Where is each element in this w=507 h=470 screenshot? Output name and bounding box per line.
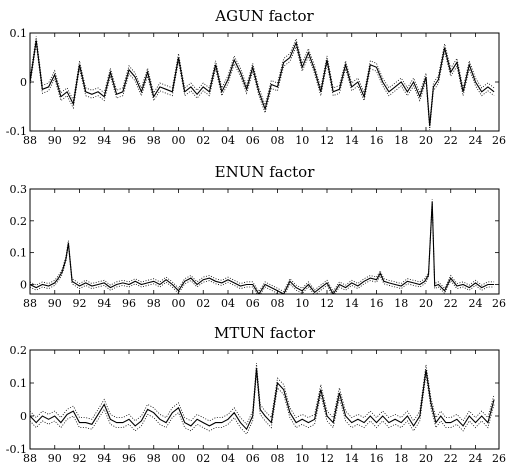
- x-tick-label: 96: [122, 134, 136, 147]
- lower-band-line: [30, 204, 495, 294]
- plot-frame: [29, 349, 500, 450]
- x-tick-label: 22: [444, 297, 458, 310]
- x-tick-label: 92: [72, 134, 86, 147]
- x-tick-label: 20: [419, 297, 433, 310]
- x-tick-label: 16: [369, 134, 383, 147]
- x-tick-label: 12: [320, 452, 334, 465]
- upper-band-line: [30, 363, 495, 426]
- x-tick-label: 22: [444, 134, 458, 147]
- x-tick-label: 94: [97, 297, 111, 310]
- x-tick-label: 96: [122, 297, 136, 310]
- x-tick-label: 90: [48, 134, 62, 147]
- plot-frame: [29, 188, 500, 295]
- x-tick-label: 00: [171, 297, 185, 310]
- x-tick-label: 16: [369, 452, 383, 465]
- x-tick-label: 08: [270, 134, 284, 147]
- x-tick-label: 02: [196, 452, 210, 465]
- x-tick-label: 26: [492, 297, 506, 310]
- y-tick-label: 0.1: [10, 377, 28, 390]
- x-tick-label: 04: [221, 452, 235, 465]
- upper-band-line: [30, 199, 495, 293]
- series-line: [30, 40, 495, 127]
- x-tick-label: 88: [23, 297, 37, 310]
- x-tick-label: 18: [394, 134, 408, 147]
- x-tick-label: 20: [419, 134, 433, 147]
- x-tick-label: 02: [196, 297, 210, 310]
- chart-title: ENUN factor: [215, 163, 316, 181]
- x-tick-label: 88: [23, 134, 37, 147]
- x-tick-label: 96: [122, 452, 136, 465]
- x-tick-label: 06: [246, 452, 260, 465]
- lower-band-line: [30, 44, 495, 131]
- y-tick-label: 0.2: [10, 215, 28, 228]
- x-tick-label: 12: [320, 134, 334, 147]
- x-tick-label: 98: [147, 452, 161, 465]
- x-tick-label: 90: [48, 297, 62, 310]
- x-tick-label: 90: [48, 452, 62, 465]
- x-tick-label: 16: [369, 297, 383, 310]
- series-line: [30, 201, 495, 294]
- x-tick-label: 04: [221, 134, 235, 147]
- x-tick-label: 08: [270, 297, 284, 310]
- x-tick-label: 08: [270, 452, 284, 465]
- x-tick-label: 10: [295, 297, 309, 310]
- x-tick-label: 94: [97, 134, 111, 147]
- y-tick-label: 0: [20, 278, 27, 291]
- x-tick-label: 26: [492, 134, 506, 147]
- chart-panel-2: ENUN factor 88 90 92 94 96 98 00 02 04 06 08 10 12 14 1…: [10, 163, 507, 310]
- y-tick-label: -0.1: [6, 125, 27, 138]
- x-tick-label: 14: [345, 297, 359, 310]
- y-tick-label: 0.3: [10, 183, 28, 196]
- x-tick-label: 06: [246, 297, 260, 310]
- x-tick-label: 12: [320, 297, 334, 310]
- chart-panel-1: AGUN factor 88 90 92 94 96 98 00 02 04 06 08 10 12 14 1…: [6, 7, 506, 147]
- upper-band-line: [30, 36, 495, 123]
- y-tick-label: 0.2: [10, 344, 28, 357]
- x-tick-label: 10: [295, 452, 309, 465]
- series-group: [30, 36, 495, 131]
- y-tick-label: 0: [20, 76, 27, 89]
- series-line: [30, 368, 495, 431]
- x-tick-label: 10: [295, 134, 309, 147]
- x-tick-label: 02: [196, 134, 210, 147]
- lower-band-line: [30, 373, 495, 435]
- x-tick-label: 88: [23, 452, 37, 465]
- x-tick-label: 24: [468, 452, 482, 465]
- x-tick-label: 98: [147, 297, 161, 310]
- x-tick-label: 18: [394, 297, 408, 310]
- y-tick-label: 0.1: [10, 27, 28, 40]
- plot-frame: [29, 32, 500, 132]
- x-tick-label: 24: [468, 134, 482, 147]
- y-tick-label: 0.1: [10, 247, 28, 260]
- x-tick-label: 14: [345, 452, 359, 465]
- chart-title: AGUN factor: [214, 7, 314, 25]
- x-tick-label: 20: [419, 452, 433, 465]
- x-tick-label: 14: [345, 134, 359, 147]
- x-tick-label: 00: [171, 134, 185, 147]
- y-tick-label: -0.1: [6, 443, 27, 456]
- x-tick-label: 94: [97, 452, 111, 465]
- x-tick-label: 98: [147, 134, 161, 147]
- x-tick-label: 92: [72, 297, 86, 310]
- chart-panel-3: MTUN factor 88 90 92 94 96 98 00 02 04 06 08 10 12 14 1…: [6, 324, 506, 465]
- y-tick-label: 0: [20, 410, 27, 423]
- x-tick-label: 24: [468, 297, 482, 310]
- series-group: [30, 363, 495, 435]
- x-tick-label: 04: [221, 297, 235, 310]
- x-tick-label: 22: [444, 452, 458, 465]
- series-group: [30, 199, 495, 294]
- x-tick-label: 00: [171, 452, 185, 465]
- x-tick-label: 06: [246, 134, 260, 147]
- x-tick-label: 92: [72, 452, 86, 465]
- x-tick-label: 18: [394, 452, 408, 465]
- x-tick-label: 26: [492, 452, 506, 465]
- chart-title: MTUN factor: [214, 324, 316, 342]
